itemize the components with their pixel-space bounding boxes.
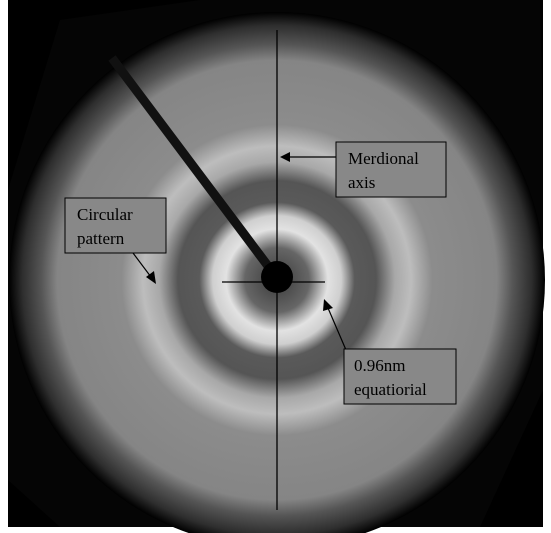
diffraction-figure: Merdional axis Circular pattern 0.96nm e… <box>0 0 551 533</box>
label-text: equatiorial <box>354 380 427 399</box>
label-text: Circular <box>77 205 133 224</box>
label-text: axis <box>348 173 375 192</box>
label-text: 0.96nm <box>354 356 405 375</box>
label-text: Merdional <box>348 149 419 168</box>
label-text: pattern <box>77 229 125 248</box>
